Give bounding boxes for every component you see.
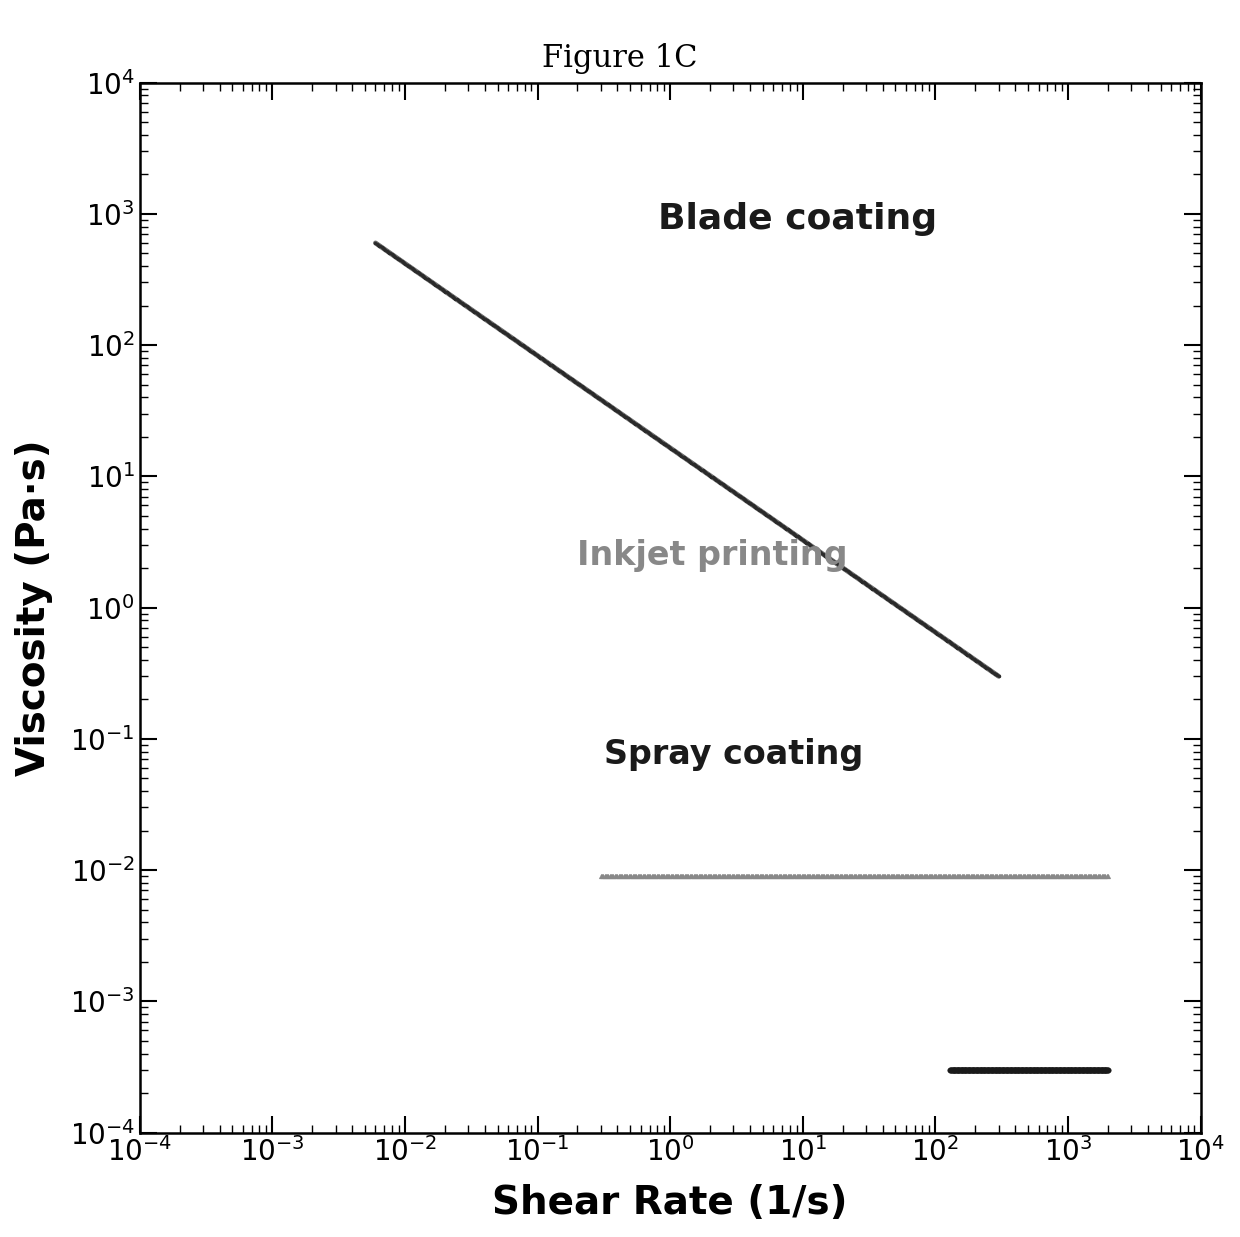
X-axis label: Shear Rate (1/s): Shear Rate (1/s) bbox=[492, 1184, 848, 1222]
Text: Blade coating: Blade coating bbox=[658, 202, 937, 236]
Y-axis label: Viscosity (Pa·s): Viscosity (Pa·s) bbox=[15, 439, 53, 776]
Text: Spray coating: Spray coating bbox=[604, 738, 863, 771]
Text: Inkjet printing: Inkjet printing bbox=[578, 538, 848, 571]
Text: Figure 1C: Figure 1C bbox=[542, 43, 698, 74]
